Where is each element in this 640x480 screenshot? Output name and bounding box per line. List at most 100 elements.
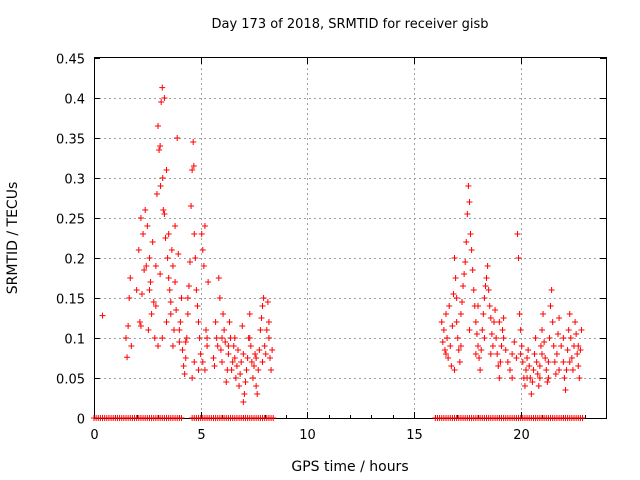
- data-point: [229, 359, 236, 365]
- data-point: [219, 335, 225, 341]
- data-point: [230, 343, 237, 349]
- data-point: [223, 379, 230, 385]
- data-point: [162, 235, 169, 241]
- data-point: [184, 311, 191, 317]
- data-point: [528, 391, 535, 397]
- data-point: [495, 363, 502, 369]
- data-point: [253, 355, 260, 361]
- x-tick-label: 15: [406, 428, 423, 443]
- data-point: [545, 359, 552, 365]
- data-point: [228, 367, 235, 373]
- data-point: [560, 335, 567, 341]
- data-point: [176, 327, 183, 333]
- data-point: [163, 167, 170, 173]
- data-point: [205, 279, 212, 285]
- data-point: [165, 231, 172, 237]
- data-point: [504, 359, 511, 365]
- data-point: [187, 259, 193, 265]
- data-point: [558, 343, 565, 349]
- data-point: [220, 311, 227, 317]
- data-point: [260, 295, 267, 301]
- data-point: [502, 347, 509, 353]
- data-point: [233, 363, 240, 369]
- data-point: [489, 343, 496, 349]
- data-point: [240, 399, 247, 405]
- data-point: [496, 375, 503, 381]
- data-point: [517, 351, 524, 357]
- data-point: [265, 319, 272, 325]
- data-point: [128, 343, 135, 349]
- data-point: [161, 211, 168, 217]
- data-point: [517, 327, 524, 333]
- data-point: [481, 295, 488, 301]
- data-point: [135, 247, 142, 253]
- data-point: [486, 303, 493, 309]
- data-point: [213, 335, 220, 341]
- data-point: [123, 335, 129, 341]
- data-point: [446, 303, 453, 309]
- data-point: [172, 223, 179, 229]
- data-point: [143, 263, 150, 269]
- data-point: [188, 203, 195, 209]
- data-point: [146, 255, 153, 261]
- data-point: [221, 327, 228, 333]
- data-point: [252, 351, 259, 357]
- data-point: [465, 183, 472, 189]
- data-point: [201, 223, 208, 229]
- data-point: [469, 267, 476, 273]
- data-point: [165, 275, 172, 281]
- data-point: [235, 347, 241, 353]
- data-point: [215, 275, 222, 281]
- data-point: [492, 307, 499, 313]
- data-point: [569, 367, 576, 373]
- data-point: [507, 367, 513, 373]
- y-tick-label: 0.1: [64, 333, 85, 348]
- x-tick-label: 0: [90, 428, 98, 443]
- data-point: [540, 311, 547, 317]
- data-point: [172, 279, 179, 285]
- data-point: [175, 251, 182, 257]
- data-point: [448, 363, 455, 369]
- data-point: [499, 327, 506, 333]
- data-point: [539, 351, 545, 357]
- data-point: [133, 287, 140, 293]
- data-point: [461, 271, 468, 277]
- data-point: [536, 375, 543, 381]
- data-point: [167, 311, 174, 317]
- data-point: [159, 84, 166, 91]
- data-point: [173, 307, 180, 313]
- data-point: [462, 259, 469, 265]
- data-point: [572, 319, 579, 325]
- data-point: [177, 319, 184, 325]
- data-point: [141, 267, 148, 273]
- data-point: [124, 354, 131, 361]
- data-point: [577, 347, 584, 353]
- data-point: [136, 319, 143, 325]
- data-point: [258, 315, 265, 321]
- data-point: [565, 327, 572, 333]
- data-point: [467, 231, 474, 237]
- data-point: [185, 283, 192, 289]
- data-point: [164, 255, 171, 261]
- data-point: [457, 311, 464, 317]
- plot-frame: [94, 57, 607, 419]
- data-point: [237, 371, 244, 377]
- data-point: [145, 327, 152, 333]
- data-point: [464, 211, 471, 217]
- y-axis-label: SRMTID / TECUs: [5, 182, 21, 295]
- data-point: [546, 335, 553, 341]
- data-point: [494, 351, 501, 357]
- y-tick-labels: 0 0.05 0.1 0.15 0.2 0.25 0.3 0.35 0.4 0.45: [56, 53, 85, 428]
- data-point: [455, 347, 462, 353]
- data-point: [219, 359, 225, 365]
- data-point: [449, 323, 456, 329]
- data-point: [500, 315, 507, 321]
- data-point: [451, 255, 458, 261]
- data-point: [511, 339, 518, 345]
- data-point: [182, 339, 189, 345]
- data-point: [149, 239, 156, 245]
- data-point: [453, 295, 460, 301]
- data-point: [201, 367, 208, 373]
- data-point: [444, 335, 451, 341]
- data-point: [236, 383, 243, 389]
